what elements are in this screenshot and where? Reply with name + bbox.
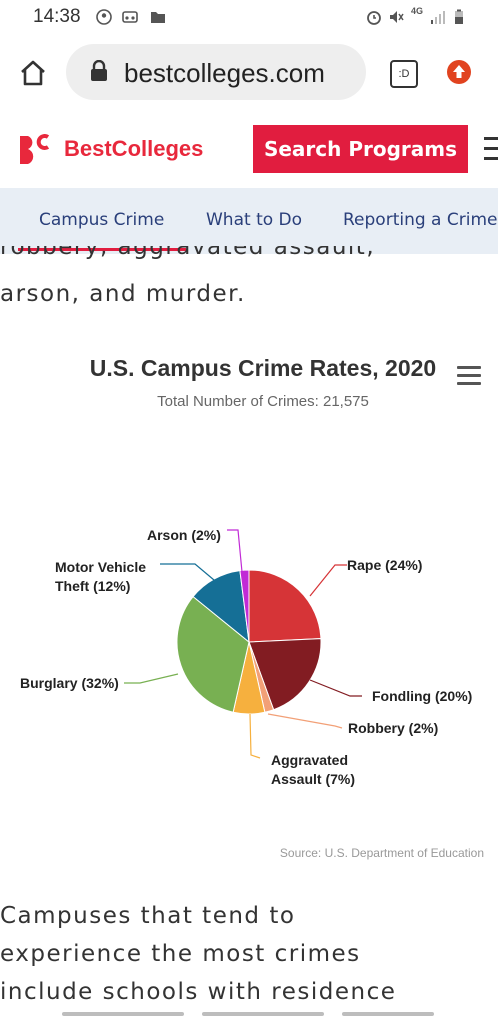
network-type: 4G [411, 6, 424, 16]
pie-slice[interactable] [248, 569, 322, 643]
slice-label: Fondling (20%) [372, 688, 472, 704]
slice-label: Rape (24%) [347, 557, 422, 573]
status-bar: 14:38 4G [0, 0, 498, 34]
chart-source: Source: U.S. Department of Education [279, 846, 484, 860]
pie-slice[interactable] [239, 569, 250, 643]
slice-connector [309, 679, 362, 697]
slice-connector [309, 564, 347, 597]
article-line: arson, and murder. [0, 281, 246, 307]
pie-slice[interactable] [248, 638, 322, 711]
slice-label: Burglary (32%) [20, 675, 119, 691]
signal-icon [431, 11, 445, 24]
tab-reporting-a-crime[interactable]: Reporting a Crime [343, 210, 498, 230]
chart-title: U.S. Campus Crime Rates, 2020 [89, 355, 437, 381]
slice-label: Aggravated Assault (7%) [271, 752, 355, 787]
scroll-indicator [62, 1012, 184, 1016]
article-line: Campuses that tend to [0, 903, 296, 929]
slice-connector [124, 673, 179, 684]
address-bar[interactable]: bestcolleges.com [66, 44, 366, 100]
active-tab-indicator [18, 248, 186, 251]
tab-campus-crime[interactable]: Campus Crime [39, 210, 165, 230]
lock-icon [91, 60, 107, 81]
battery-icon [455, 9, 463, 24]
tab-switcher-button[interactable]: :D [390, 60, 418, 88]
search-programs-button[interactable]: Search Programs [253, 125, 468, 173]
mute-icon [390, 11, 404, 23]
article-line: include schools with residence [0, 979, 397, 1005]
browser-toolbar: bestcolleges.com :D [0, 34, 498, 113]
slice-label: Robbery (2%) [348, 720, 438, 736]
folder-icon [151, 12, 165, 23]
slice-label: Arson (2%) [147, 527, 221, 543]
url-text: bestcolleges.com [124, 58, 325, 88]
slice-connector [267, 713, 343, 729]
tab-what-to-do[interactable]: What to Do [206, 210, 303, 230]
chart-subtitle: Total Number of Crimes: 21,575 [157, 393, 369, 410]
home-icon[interactable] [18, 58, 48, 88]
scroll-indicator [342, 1012, 434, 1016]
slice-label: Motor Vehicle Theft (12%) [55, 559, 146, 594]
tab-switcher-label: :D [398, 68, 410, 80]
chart-menu-icon[interactable] [457, 366, 481, 386]
section-tabs: Campus Crime What to Do Reporting a Crim… [0, 188, 498, 254]
slice-connector [249, 713, 261, 759]
article-text-partial: robbery, aggravated assault, [0, 246, 376, 260]
alarm-icon [367, 11, 381, 25]
site-header: BestColleges Search Programs [0, 112, 498, 188]
pie-slice[interactable] [176, 595, 250, 713]
article-line: experience the most crimes [0, 941, 361, 967]
slice-connector [160, 563, 215, 581]
brand-name[interactable]: BestColleges [64, 136, 204, 161]
vr-icon [122, 11, 138, 23]
bestcolleges-logo-icon[interactable] [18, 134, 60, 166]
slice-connector [227, 529, 243, 573]
account-icon [96, 9, 112, 25]
menu-icon[interactable] [484, 137, 498, 160]
update-icon[interactable] [446, 59, 472, 85]
scroll-indicator [202, 1012, 324, 1016]
pie-chart: Rape (24%) Fondling (20%) Robbery (2%) Aggr… [20, 527, 472, 787]
status-time: 14:38 [33, 6, 81, 27]
article-line: robbery, aggravated assault, [0, 246, 375, 268]
